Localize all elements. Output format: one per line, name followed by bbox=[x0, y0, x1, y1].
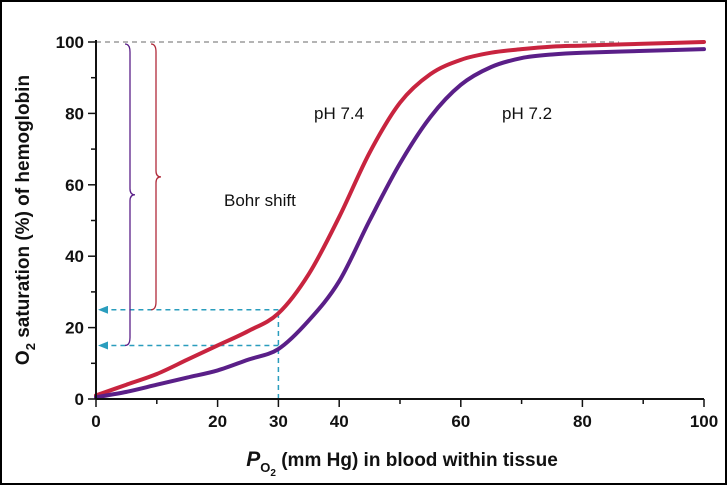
brace-ph-7-2 bbox=[124, 43, 136, 347]
x-tick-label: 30 bbox=[269, 412, 288, 431]
series-label-ph-7-2: pH 7.2 bbox=[502, 104, 552, 123]
x-axis-title-subscript: O bbox=[260, 460, 270, 475]
y-axis-title-subscript: 2 bbox=[23, 343, 38, 350]
y-axis-title: O2 saturation (%) of hemoglobin bbox=[13, 75, 38, 365]
x-axis-title-subsubscript: 2 bbox=[270, 468, 276, 479]
x-tick-label: 100 bbox=[690, 412, 718, 431]
y-tick-label: 40 bbox=[65, 247, 84, 266]
x-tick-label: 60 bbox=[451, 412, 470, 431]
bohr-shift-label: Bohr shift bbox=[224, 191, 296, 210]
x-axis-title-prefix: P bbox=[246, 448, 261, 471]
series-label-ph-7-4: pH 7.4 bbox=[314, 104, 364, 123]
y-tick-label: 60 bbox=[65, 176, 84, 195]
series-line-ph-7-4 bbox=[94, 40, 706, 398]
y-tick-label: 20 bbox=[65, 319, 84, 338]
x-tick-label: 20 bbox=[208, 412, 227, 431]
y-tick-label: 0 bbox=[75, 390, 84, 409]
x-axis-title: PO2 (mm Hg) in blood within tissue bbox=[246, 448, 558, 479]
series-line-ph-7-2 bbox=[94, 47, 706, 400]
x-tick-label: 0 bbox=[91, 412, 100, 431]
x-tick-label: 80 bbox=[573, 412, 592, 431]
x-axis-title-suffix: (mm Hg) in blood within tissue bbox=[276, 450, 558, 471]
x-tick-label: 40 bbox=[330, 412, 349, 431]
y-axis-title-suffix: saturation (%) of hemoglobin bbox=[13, 75, 34, 343]
y-axis-title-prefix: O bbox=[13, 350, 34, 365]
y-tick-label: 80 bbox=[65, 104, 84, 123]
y-tick-label: 100 bbox=[56, 33, 84, 52]
brace-ph-7-4 bbox=[150, 43, 162, 311]
